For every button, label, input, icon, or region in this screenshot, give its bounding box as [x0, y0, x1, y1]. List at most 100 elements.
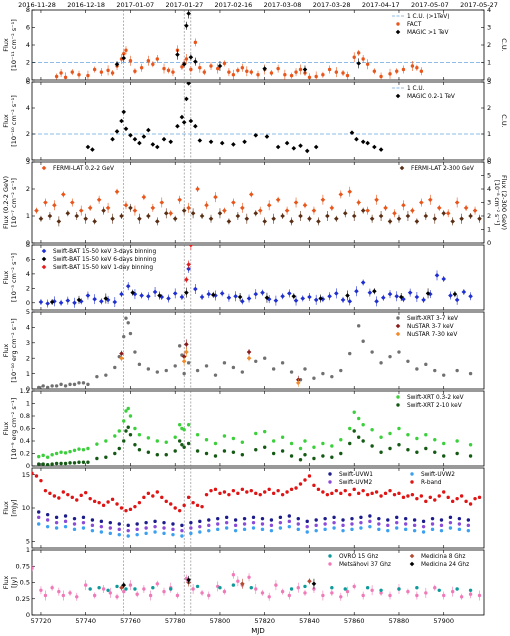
- data-marker: [365, 492, 370, 497]
- data-marker: [387, 291, 393, 297]
- series-group: [38, 245, 473, 308]
- data-marker: [240, 370, 245, 374]
- data-marker: [240, 440, 245, 444]
- data-marker: [164, 440, 168, 444]
- data-marker: [356, 491, 361, 496]
- y-right-axis-label: C.U.: [500, 114, 508, 127]
- data-marker: [137, 140, 142, 146]
- data-marker: [468, 443, 473, 447]
- data-marker: [132, 136, 138, 142]
- data-marker: [132, 291, 138, 297]
- data-marker: [207, 593, 211, 598]
- data-marker: [457, 522, 462, 526]
- data-marker: [123, 126, 129, 132]
- data-marker: [84, 490, 88, 495]
- data-marker: [37, 385, 41, 389]
- data-marker: [403, 527, 408, 532]
- data-marker: [348, 426, 352, 431]
- data-marker: [191, 500, 195, 505]
- data-marker: [433, 498, 437, 502]
- data-marker: [410, 472, 414, 476]
- data-marker: [231, 365, 236, 370]
- data-marker: [421, 519, 426, 524]
- data-marker: [150, 205, 156, 211]
- x-tick-label: 57820: [254, 617, 275, 625]
- y-axis-label: [Jy]: [10, 577, 18, 588]
- data-marker: [231, 573, 236, 577]
- data-marker: [72, 527, 77, 532]
- data-marker: [388, 354, 392, 359]
- x-tick-label: 57840: [299, 617, 320, 625]
- data-marker: [455, 451, 459, 456]
- data-marker: [213, 487, 218, 492]
- y-right-tick-label: 1: [487, 59, 491, 67]
- data-marker: [370, 350, 374, 354]
- data-marker: [242, 139, 247, 145]
- data-marker: [361, 423, 365, 427]
- data-marker: [274, 583, 278, 587]
- data-marker: [339, 451, 343, 456]
- data-marker: [218, 491, 222, 496]
- series-group: [54, 10, 424, 80]
- data-marker: [343, 587, 347, 591]
- data-marker: [150, 142, 156, 147]
- data-marker: [119, 351, 124, 356]
- data-marker: [325, 213, 330, 219]
- data-marker: [442, 441, 446, 446]
- data-marker: [247, 575, 251, 579]
- data-marker: [191, 587, 195, 591]
- data-marker: [195, 186, 200, 192]
- y-tick-label: 0.5: [20, 579, 30, 587]
- y-tick-label: 0.75: [16, 562, 30, 570]
- series-group: [32, 565, 482, 601]
- y-tick-label: 15: [22, 471, 30, 479]
- data-marker: [356, 324, 361, 328]
- data-marker: [459, 216, 464, 221]
- data-marker: [410, 64, 415, 68]
- data-marker: [121, 55, 127, 61]
- data-marker: [260, 516, 265, 521]
- data-marker: [445, 211, 451, 216]
- data-marker: [406, 359, 410, 363]
- panel-frame: [31, 549, 485, 616]
- data-marker: [72, 522, 77, 526]
- data-marker: [254, 587, 258, 591]
- data-marker: [54, 74, 59, 79]
- panel-5: 0 0.2 0.4 0.6 0.8 1 1.2 Flux [10⁻⁹ erg cm⁻² s⁻¹]…: [2, 387, 485, 470]
- data-marker: [81, 381, 86, 385]
- data-marker: [128, 59, 133, 63]
- data-marker: [139, 66, 144, 70]
- data-marker: [280, 435, 285, 439]
- data-marker: [151, 494, 155, 498]
- data-marker: [216, 516, 220, 521]
- data-marker: [457, 516, 462, 521]
- data-marker: [468, 371, 473, 376]
- data-marker: [164, 368, 168, 373]
- data-marker: [142, 587, 146, 591]
- data-marker: [204, 492, 209, 497]
- data-marker: [70, 495, 74, 500]
- data-marker: [144, 520, 148, 525]
- data-marker: [142, 495, 146, 500]
- data-marker: [314, 528, 318, 533]
- data-marker: [86, 446, 90, 451]
- data-marker: [263, 356, 267, 360]
- data-marker: [59, 450, 63, 454]
- data-marker: [210, 292, 216, 298]
- data-marker: [68, 461, 72, 465]
- data-marker: [231, 200, 236, 205]
- data-marker: [436, 205, 442, 211]
- data-marker: [368, 519, 372, 524]
- data-marker: [399, 165, 405, 171]
- data-marker: [61, 490, 66, 494]
- data-marker: [339, 491, 343, 496]
- data-marker: [356, 51, 361, 55]
- data-marker: [379, 435, 383, 439]
- data-marker: [468, 502, 473, 506]
- y-right-tick-label: 2: [487, 212, 491, 220]
- data-marker: [126, 406, 130, 411]
- data-marker: [104, 439, 108, 443]
- top-date-label: 2017-03-28: [313, 1, 351, 9]
- data-marker: [119, 213, 124, 219]
